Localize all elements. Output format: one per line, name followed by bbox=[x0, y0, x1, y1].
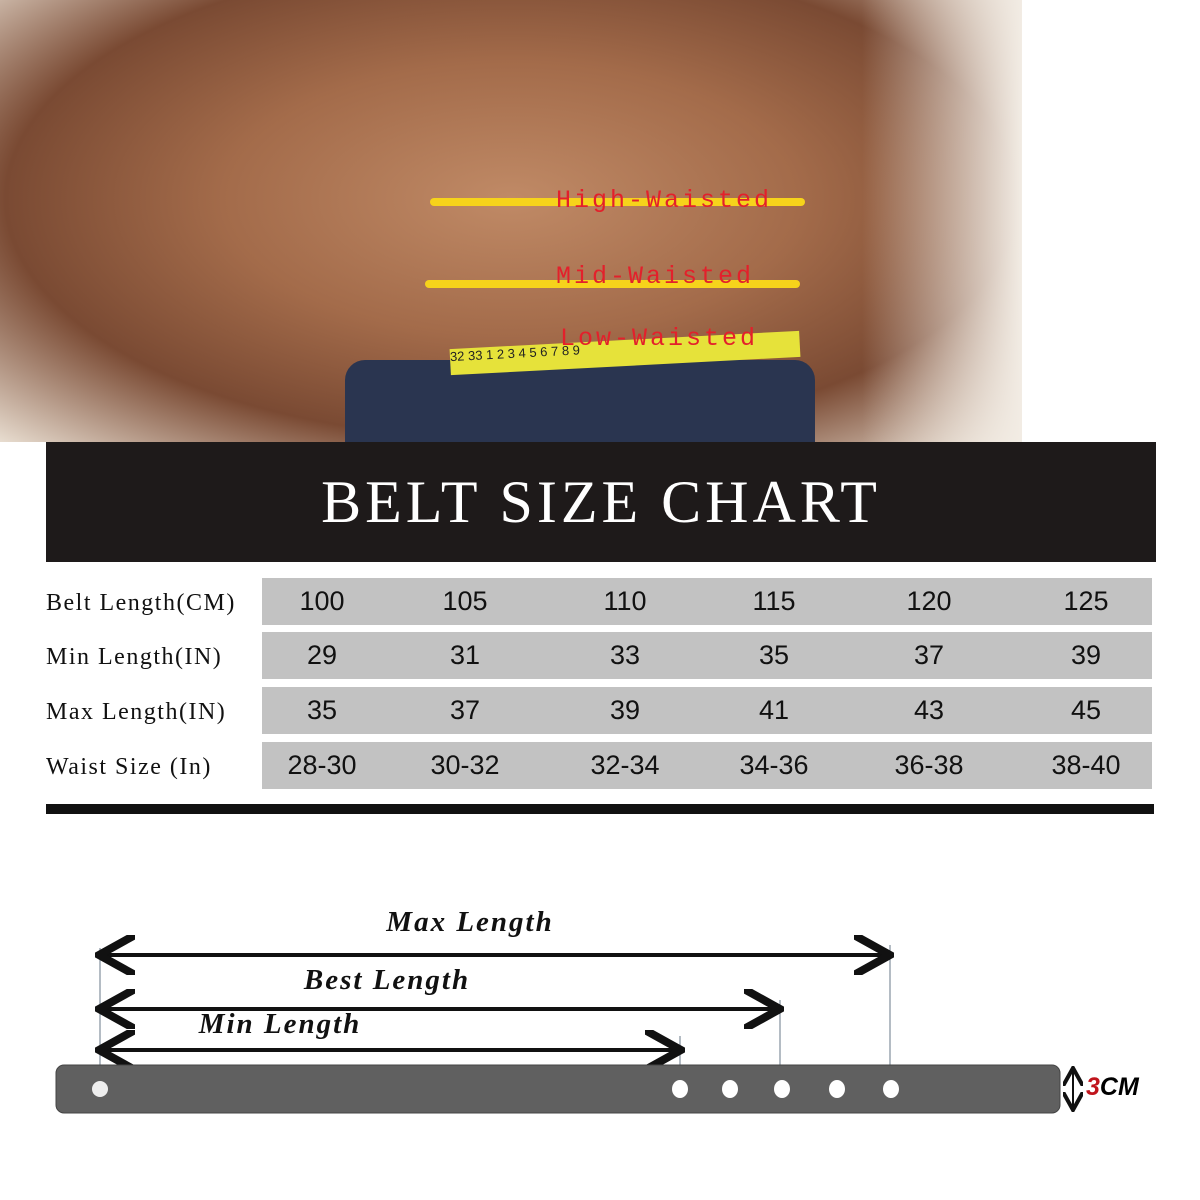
belt-hole bbox=[672, 1080, 688, 1098]
table-cell: 36-38 bbox=[894, 750, 964, 780]
table-cell: 37 bbox=[449, 695, 481, 725]
buckle-rivet-icon bbox=[92, 1081, 108, 1097]
belt bbox=[55, 1064, 1061, 1114]
table-cell: 120 bbox=[906, 586, 952, 616]
row-label: Belt Length(CM) bbox=[46, 590, 236, 616]
mid-waist-line bbox=[425, 280, 800, 288]
row-label: Waist Size (In) bbox=[46, 754, 212, 780]
table-cell: 38-40 bbox=[1051, 750, 1121, 780]
table-row: 28-30 30-32 32-34 34-36 36-38 38-40 bbox=[262, 742, 1152, 789]
high-waist-line bbox=[430, 198, 805, 206]
table-cell: 29 bbox=[306, 640, 338, 670]
table-cell: 35 bbox=[758, 640, 790, 670]
table-cell: 28-30 bbox=[287, 750, 357, 780]
width-digit: 3 bbox=[1086, 1073, 1100, 1101]
max-length-label: Max Length bbox=[386, 906, 554, 938]
table-cell: 39 bbox=[1070, 640, 1102, 670]
table-cell: 115 bbox=[752, 586, 796, 616]
width-unit: CM bbox=[1099, 1073, 1139, 1101]
table-cell: 32-34 bbox=[590, 750, 660, 780]
mid-waisted-label: Mid-Waisted bbox=[556, 262, 755, 291]
min-length-label: Min Length bbox=[198, 1008, 362, 1040]
belt-hole bbox=[722, 1080, 738, 1098]
belt-width-label: 3CM bbox=[1086, 1073, 1139, 1102]
belt-hole bbox=[774, 1080, 790, 1098]
table-cell: 34-36 bbox=[739, 750, 809, 780]
waist-measurement-photo: 32 33 1 2 3 4 5 6 7 8 9 High-Waisted Mid… bbox=[0, 0, 1022, 442]
table-cell: 33 bbox=[609, 640, 641, 670]
low-waisted-label: Low-Waisted bbox=[560, 324, 759, 353]
pants bbox=[345, 360, 815, 442]
chart-title: BELT SIZE CHART bbox=[46, 442, 1156, 562]
table-cell: 39 bbox=[609, 695, 641, 725]
divider bbox=[46, 804, 1154, 814]
belt-hole bbox=[883, 1080, 899, 1098]
table-row: 29 31 33 35 37 39 bbox=[262, 632, 1152, 679]
table-cell: 30-32 bbox=[430, 750, 500, 780]
table-cell: 41 bbox=[758, 695, 790, 725]
table-cell: 35 bbox=[306, 695, 338, 725]
row-label: Max Length(IN) bbox=[46, 699, 227, 725]
table-row: 35 37 39 41 43 45 bbox=[262, 687, 1152, 734]
table-cell: 43 bbox=[913, 695, 945, 725]
table-cell: 100 bbox=[299, 586, 345, 616]
belt-hole bbox=[829, 1080, 845, 1098]
table-cell: 37 bbox=[913, 640, 945, 670]
table-cell: 125 bbox=[1063, 586, 1109, 616]
table-cell: 31 bbox=[449, 640, 481, 670]
row-label: Min Length(IN) bbox=[46, 644, 223, 670]
high-waisted-label: High-Waisted bbox=[556, 186, 773, 215]
table-cell: 105 bbox=[442, 586, 488, 616]
table-cell: 110 bbox=[603, 586, 647, 616]
best-length-label: Best Length bbox=[303, 964, 471, 996]
table-row: 100 105 110 115 120 125 bbox=[262, 578, 1152, 625]
table-cell: 45 bbox=[1070, 695, 1102, 725]
